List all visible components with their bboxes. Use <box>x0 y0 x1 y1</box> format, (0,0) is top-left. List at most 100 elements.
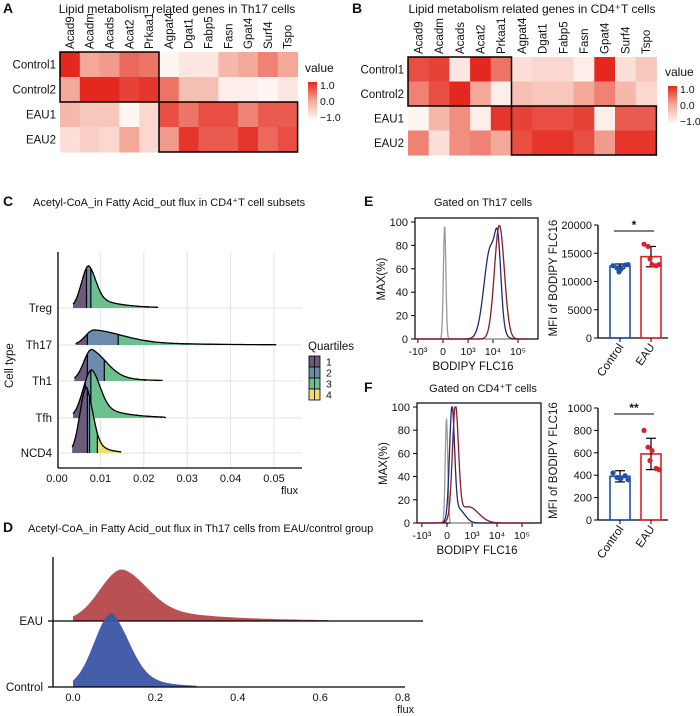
y-tick-label: 80 <box>396 240 408 252</box>
heatmap-cell <box>449 57 471 82</box>
legend-tick: 0.0 <box>320 96 335 108</box>
heatmap-cell <box>532 57 554 82</box>
heatmap-cell <box>178 102 200 128</box>
bar-chart-e: 0 5000 10000 15000 20000 Control EAU * MFI of BO… <box>548 218 668 379</box>
heatmap-cell <box>79 102 101 128</box>
heatmap-cell <box>615 81 637 107</box>
y-tick-label: 400 <box>574 470 592 482</box>
y-tick-label: 5000 <box>568 305 592 317</box>
x-tick-label: 10³ <box>465 530 481 542</box>
y-tick-label: 40 <box>396 287 408 299</box>
column-label: Tspo <box>283 25 295 49</box>
heatmap-th17: Lipid metabolism related genes in Th17 c… <box>13 2 341 153</box>
column-label: Fasn <box>579 28 591 54</box>
heatmap-cell <box>277 127 299 153</box>
panel-label-f: F <box>364 379 373 395</box>
heatmap-cell <box>408 106 430 131</box>
y-tick-label: 600 <box>574 448 592 460</box>
ridge-th17 <box>75 329 277 346</box>
y-axis-title: MAX(%) <box>376 258 388 301</box>
heatmap-cell <box>490 130 512 156</box>
legend-tick: 1.0 <box>680 84 695 96</box>
data-point <box>647 458 653 464</box>
highlight-box <box>510 105 658 156</box>
significance-marker: ** <box>629 401 639 415</box>
data-point <box>649 261 655 268</box>
heatmap-title: Lipid metabolism related genes in Th17 c… <box>59 2 296 16</box>
quartile-3-area <box>90 268 149 308</box>
y-axis-title: MAX(%) <box>378 442 390 485</box>
x-category-label: Control <box>595 342 626 379</box>
data-point <box>622 473 628 479</box>
highlight-box <box>407 56 513 107</box>
legend-title: value <box>305 61 334 75</box>
x-category-label: Control <box>595 524 626 561</box>
quartile-2-area <box>86 265 91 308</box>
highlight-box <box>59 51 160 103</box>
density-eau <box>73 569 329 621</box>
heatmap-cell <box>139 102 160 128</box>
data-point <box>610 470 616 476</box>
heatmap-cell <box>408 57 430 82</box>
y-tick-label: 20 <box>396 311 408 323</box>
heatmap-cell <box>178 52 200 78</box>
y-tick-label: 0 <box>402 334 408 346</box>
legend-label: 1 <box>326 357 332 369</box>
data-point <box>647 256 653 262</box>
histogram-curve <box>417 406 532 524</box>
x-tick-label: 0.6 <box>313 692 328 704</box>
column-label: Acadm <box>434 18 446 54</box>
y-tick-label: 60 <box>396 264 408 276</box>
y-tick-label: 80 <box>398 425 410 437</box>
column-label: Acad9 <box>65 16 77 49</box>
heatmap-cell <box>511 130 533 156</box>
significance-marker: * <box>632 218 637 232</box>
data-point <box>641 427 647 433</box>
heatmap-cell <box>470 57 492 82</box>
plot-frame <box>414 217 539 340</box>
column-label: Acad9 <box>413 21 425 54</box>
y-category-label: Th1 <box>32 376 52 388</box>
heatmap-cell <box>408 81 430 107</box>
heatmap-cell <box>119 127 140 153</box>
heatmap-cell <box>490 106 512 131</box>
x-axis-title: BODIPY FLC16 <box>437 545 518 557</box>
heatmap-cell <box>258 102 279 128</box>
data-point <box>645 243 651 250</box>
heatmap-cell <box>258 52 279 78</box>
density-outline <box>71 386 122 453</box>
legend-title: value <box>665 65 694 79</box>
column-label: Surf4 <box>263 21 275 49</box>
chart-title: Gated on Th17 cells <box>434 197 533 209</box>
panel-label-a: A <box>3 0 13 16</box>
heatmap-cell <box>139 52 160 78</box>
heatmap-cell <box>258 77 279 103</box>
column-label: Gpat4 <box>600 22 612 54</box>
heatmap-cell <box>552 130 575 156</box>
histogram-curve <box>415 224 528 340</box>
column-label: Agpat4 <box>164 12 176 49</box>
y-tick-label: 20 <box>398 495 410 507</box>
x-tick-label: 0.0 <box>65 692 80 704</box>
column-label: Surf4 <box>620 26 632 54</box>
y-tick-label: 1000 <box>568 403 592 415</box>
x-tick-label: 10⁵ <box>510 346 526 358</box>
data-point <box>625 261 631 268</box>
heatmap-cell <box>119 52 140 78</box>
histogram-curve <box>417 406 532 524</box>
row-label: Control1 <box>361 64 404 76</box>
column-label: Acadm <box>85 13 97 49</box>
heatmap-cell <box>573 106 595 131</box>
x-axis-title: BODIPY FLC16 <box>433 361 514 373</box>
x-tick-label: 0.00 <box>46 473 67 485</box>
column-label: Gpat4 <box>243 17 255 49</box>
heatmap-cell <box>99 52 120 78</box>
x-tick-label: 0.2 <box>148 692 163 704</box>
heatmap-cell <box>428 130 450 156</box>
column-label: Agpat4 <box>517 17 529 54</box>
quartile-3-area <box>90 370 162 418</box>
y-category-label: Tfh <box>35 413 52 425</box>
column-label: Fabp5 <box>204 16 216 49</box>
heatmap-cell <box>277 102 299 128</box>
heatmap-cell <box>60 77 81 103</box>
